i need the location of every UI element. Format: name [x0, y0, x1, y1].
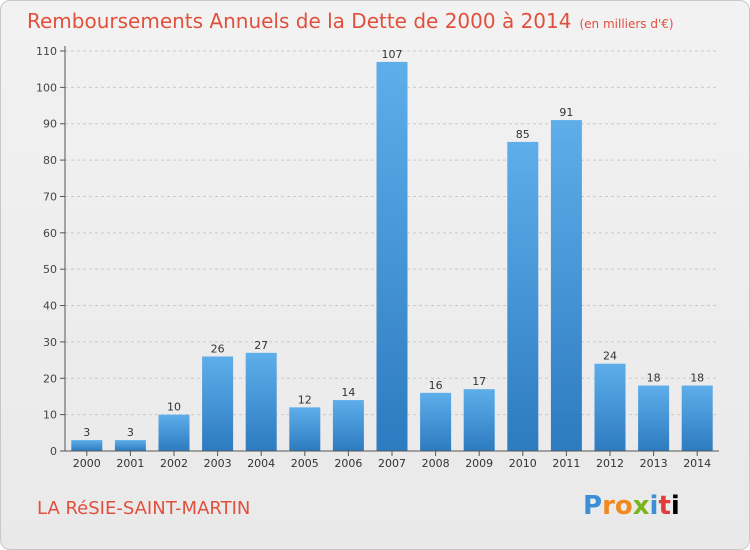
bar [245, 352, 277, 451]
bar-value-label: 26 [211, 342, 225, 355]
bar [594, 363, 626, 451]
bar [71, 440, 103, 451]
bar-value-label: 10 [167, 401, 181, 414]
x-tick-label: 2012 [596, 457, 624, 470]
bar [420, 392, 452, 451]
y-tick-label: 10 [43, 409, 57, 422]
x-tick-label: 2014 [683, 457, 711, 470]
bar [463, 389, 495, 451]
label-layer: 3 3 10 26 27 12 14 107 16 17 85 91 24 18 18 [83, 48, 704, 439]
municipality-name: LA RéSIE-SAINT-MARTIN [37, 498, 251, 519]
y-tick-label: 20 [43, 372, 57, 385]
logo-letter: o [614, 491, 633, 521]
logo-letter: i [649, 491, 659, 521]
y-tick-label: 30 [43, 336, 57, 349]
bar-value-label: 91 [559, 106, 573, 119]
bar-value-label: 27 [254, 339, 268, 352]
x-tick-label: 2004 [247, 457, 275, 470]
x-tick-label: 2003 [204, 457, 232, 470]
bar-value-label: 3 [127, 426, 134, 439]
bar [638, 385, 670, 451]
chart-title-text: Remboursements Annuels de la Dette de 20… [27, 9, 572, 33]
x-tick-label: 2000 [73, 457, 101, 470]
proxiti-logo[interactable]: Proxiti [583, 491, 680, 521]
y-tick-label: 50 [43, 263, 57, 276]
bar-value-label: 12 [298, 393, 312, 406]
x-tick-label: 2006 [334, 457, 362, 470]
chart-title: Remboursements Annuels de la Dette de 20… [27, 9, 674, 33]
logo-letter: r [602, 491, 615, 521]
bar [289, 407, 321, 451]
y-tick-label: 90 [43, 118, 57, 131]
x-tick-label: 2002 [160, 457, 188, 470]
y-tick-label: 100 [36, 81, 57, 94]
bar [681, 385, 713, 451]
bar [507, 141, 539, 451]
y-tick-label: 110 [36, 45, 57, 58]
logo-letter: x [632, 491, 650, 521]
bar [332, 400, 364, 451]
x-tick-label: 2013 [640, 457, 668, 470]
bar [550, 120, 582, 451]
logo-letter: t [658, 491, 671, 521]
bar [376, 61, 408, 452]
bar-value-label: 18 [647, 372, 661, 385]
bar [114, 440, 146, 451]
bar-value-label: 17 [472, 375, 486, 388]
bar-value-label: 14 [341, 386, 355, 399]
chart-subtitle: (en milliers d'€) [579, 17, 674, 31]
bar-value-label: 24 [603, 350, 617, 363]
logo-letter: P [583, 491, 603, 521]
x-tick-label: 2001 [116, 457, 144, 470]
bar-value-label: 3 [83, 426, 90, 439]
x-tick-label: 2011 [552, 457, 580, 470]
axis-layer: 0 10 20 30 40 50 60 70 80 90 100 110 2000 2001 2002 200… [36, 45, 719, 470]
y-tick-label: 60 [43, 227, 57, 240]
y-tick-label: 80 [43, 154, 57, 167]
x-tick-label: 2007 [378, 457, 406, 470]
logo-letter: i [670, 491, 680, 521]
y-tick-label: 70 [43, 190, 57, 203]
bar [158, 414, 190, 451]
bar-value-label: 107 [382, 48, 403, 61]
y-tick-label: 40 [43, 300, 57, 313]
x-tick-label: 2010 [509, 457, 537, 470]
bar-value-label: 16 [429, 379, 443, 392]
bar-value-label: 85 [516, 128, 530, 141]
x-tick-label: 2009 [465, 457, 493, 470]
y-tick-label: 0 [50, 445, 57, 458]
bar [202, 356, 234, 451]
bar-value-label: 18 [690, 372, 704, 385]
x-tick-label: 2008 [422, 457, 450, 470]
x-tick-label: 2005 [291, 457, 319, 470]
bar-layer [71, 61, 713, 452]
